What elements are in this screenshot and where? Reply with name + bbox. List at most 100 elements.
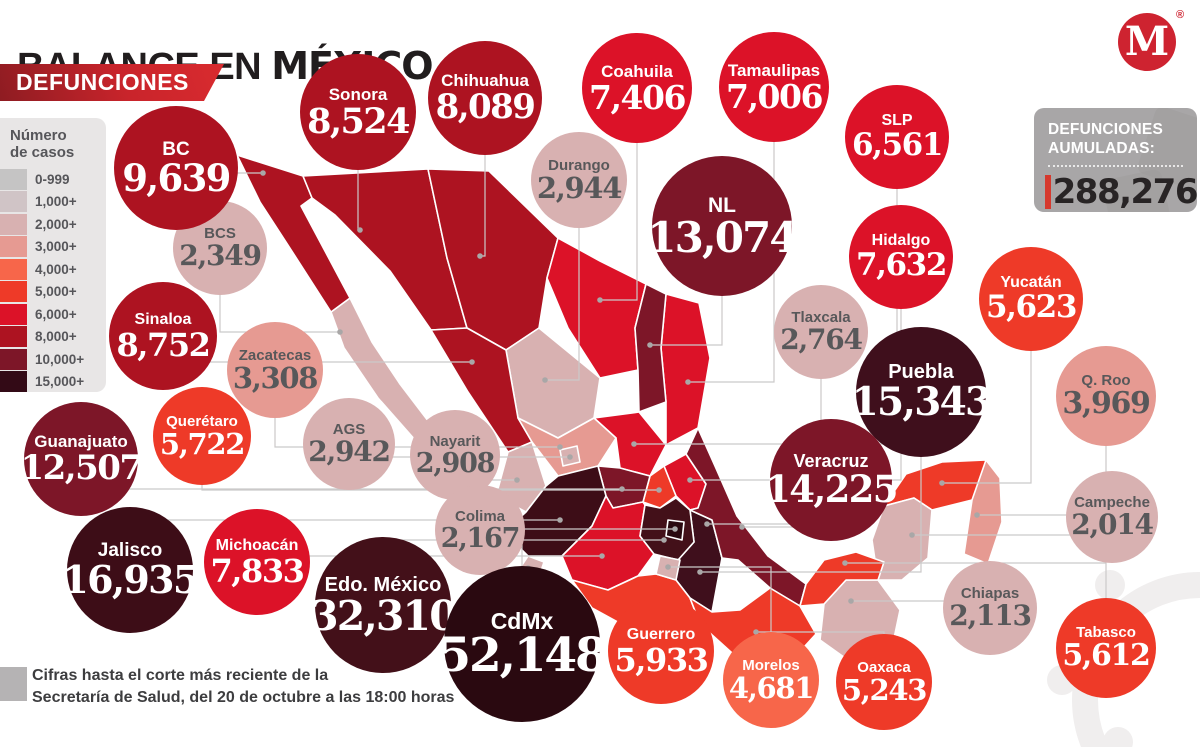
state-name: NL	[708, 193, 736, 217]
state-bubble-ver: Veracruz 14,225	[765, 419, 898, 541]
state-name: Veracruz	[793, 451, 869, 472]
state-shape-ver	[685, 427, 807, 607]
state-value: 2,764	[780, 323, 863, 357]
state-value: 8,089	[435, 87, 536, 128]
state-bubble-mich: Michoacán 7,833	[204, 509, 310, 615]
legend-swatch	[0, 281, 27, 302]
summary-value-row: 288,276	[1045, 172, 1197, 212]
state-name: Tabasco	[1076, 624, 1136, 642]
state-bubble-tam: Tamaulipas 7,006	[719, 32, 829, 142]
state-bubble-tlax: Tlaxcala 2,764	[774, 285, 868, 379]
state-value: 2,349	[179, 239, 262, 273]
state-bubble-chih: Chihuahua 8,089	[428, 41, 542, 155]
connector-dot-chih	[477, 253, 483, 259]
summary-label-line2: AUMULADAS:	[1048, 140, 1156, 158]
legend-label: 0-999	[35, 171, 70, 187]
connector-dot-camp	[909, 532, 915, 538]
state-name: Zacatecas	[238, 346, 312, 364]
legend-title-line1: Número	[10, 127, 67, 144]
state-name: BC	[162, 138, 190, 160]
connector-dot-bcs	[337, 329, 343, 335]
legend-swatch	[0, 258, 27, 280]
state-shape-tab	[799, 551, 885, 607]
state-name: Sonora	[328, 84, 388, 104]
legend-swatch	[0, 168, 27, 190]
connector-dot-mor	[665, 564, 671, 570]
legend-item: 2,000+	[0, 213, 106, 235]
legend-swatch	[0, 303, 27, 325]
state-name: Tamaulipas	[727, 60, 821, 80]
state-name: CdMx	[490, 608, 554, 635]
state-shape-camp	[871, 497, 933, 581]
legend-label: 15,000+	[35, 374, 85, 389]
connector-dot-dur	[542, 377, 548, 383]
state-bubble-son: Sonora 8,524	[300, 54, 416, 170]
connector-dot-slp	[631, 441, 637, 447]
state-bubble-qroo: Q. Roo 3,969	[1056, 346, 1156, 446]
legend-item: 5,000+	[0, 281, 106, 302]
state-bubble-gro: Guerrero 5,933	[608, 598, 714, 704]
state-value: 9,639	[122, 155, 231, 200]
connector-dot-tab	[842, 560, 848, 566]
legend-swatch	[0, 326, 27, 347]
legend-label: 2,000+	[35, 216, 77, 232]
state-name: Chiapas	[960, 585, 1020, 603]
state-bubble-bc: BC 9,639	[114, 106, 238, 230]
connector-dot-ver	[739, 524, 745, 530]
state-bubble-oax: Oaxaca 5,243	[836, 634, 932, 730]
connector-dot-zac	[557, 444, 563, 450]
state-bubble-gto: Guanajuato 12,507	[21, 402, 143, 516]
defunciones-banner: DEFUNCIONES	[0, 64, 224, 101]
state-name: Jalisco	[97, 540, 163, 562]
connector-dot-qro	[656, 487, 662, 493]
state-value: 13,074	[647, 212, 798, 262]
milenio-logo: M	[1118, 13, 1176, 71]
state-name: Chihuahua	[441, 71, 529, 91]
state-shape-tam	[660, 293, 711, 446]
legend-item: 0-999	[0, 168, 106, 190]
connector-dot-tam	[685, 379, 691, 385]
state-bubble-bcs: BCS 2,349	[173, 201, 267, 295]
state-value: 7,632	[855, 247, 948, 284]
state-name: Guerrero	[626, 625, 696, 643]
state-bubble-nl: NL 13,074	[647, 156, 799, 296]
state-bubble-camp: Campeche 2,014	[1066, 471, 1158, 563]
state-name: Michoacán	[215, 536, 299, 554]
state-bubble-mor: Morelos 4,681	[723, 632, 819, 728]
connector-dot-hgo	[687, 477, 693, 483]
connector-yuc	[942, 299, 1032, 484]
state-bubble-pue: Puebla 15,343	[852, 327, 992, 457]
connector-dot-tlax	[704, 521, 710, 527]
legend-title-line2: de casos	[10, 144, 75, 162]
state-bubble-col: Colima 2,167	[435, 485, 525, 575]
connector-dot-bc	[260, 170, 266, 176]
footnote-line1: Cifras hasta el corte más reciente de la	[32, 667, 329, 684]
connector-dot-sin	[469, 359, 475, 365]
summary-red-bar	[1045, 174, 1051, 209]
footnote-line2: Secretaría de Salud, del 20 de octubre a…	[32, 688, 455, 706]
state-value: 52,148	[438, 628, 607, 684]
legend-swatch	[0, 348, 27, 370]
state-value: 3,969	[1062, 386, 1151, 422]
state-value: 12,507	[20, 448, 143, 489]
connector-dot-nl	[647, 342, 653, 348]
summary-box: DEFUNCIONES AUMULADAS: 288,276	[1034, 108, 1197, 212]
state-bubble-zac: Zacatecas 3,308	[227, 322, 323, 418]
state-value: 5,612	[1062, 638, 1151, 674]
legend-label: 1,000+	[35, 194, 77, 209]
state-bubble-mex: Edo. México 32,310	[310, 537, 458, 673]
legend-item: 10,000+	[0, 348, 106, 370]
connector-dot-coah	[597, 297, 603, 303]
legend-label: 10,000+	[35, 351, 85, 367]
state-bubble-hgo: Hidalgo 7,632	[849, 205, 953, 309]
state-value: 15,343	[851, 379, 992, 426]
state-value: 8,752	[116, 325, 210, 364]
connector-dot-son	[357, 227, 363, 233]
legend-title: Número de casos	[0, 118, 106, 169]
state-value: 2,014	[1071, 508, 1154, 542]
connector-dot-jal	[557, 517, 563, 523]
legend-panel: Número de casos 0-999 1,000+ 2,000+ 3,000+ 4…	[0, 118, 106, 392]
state-value: 32,310	[310, 591, 458, 640]
